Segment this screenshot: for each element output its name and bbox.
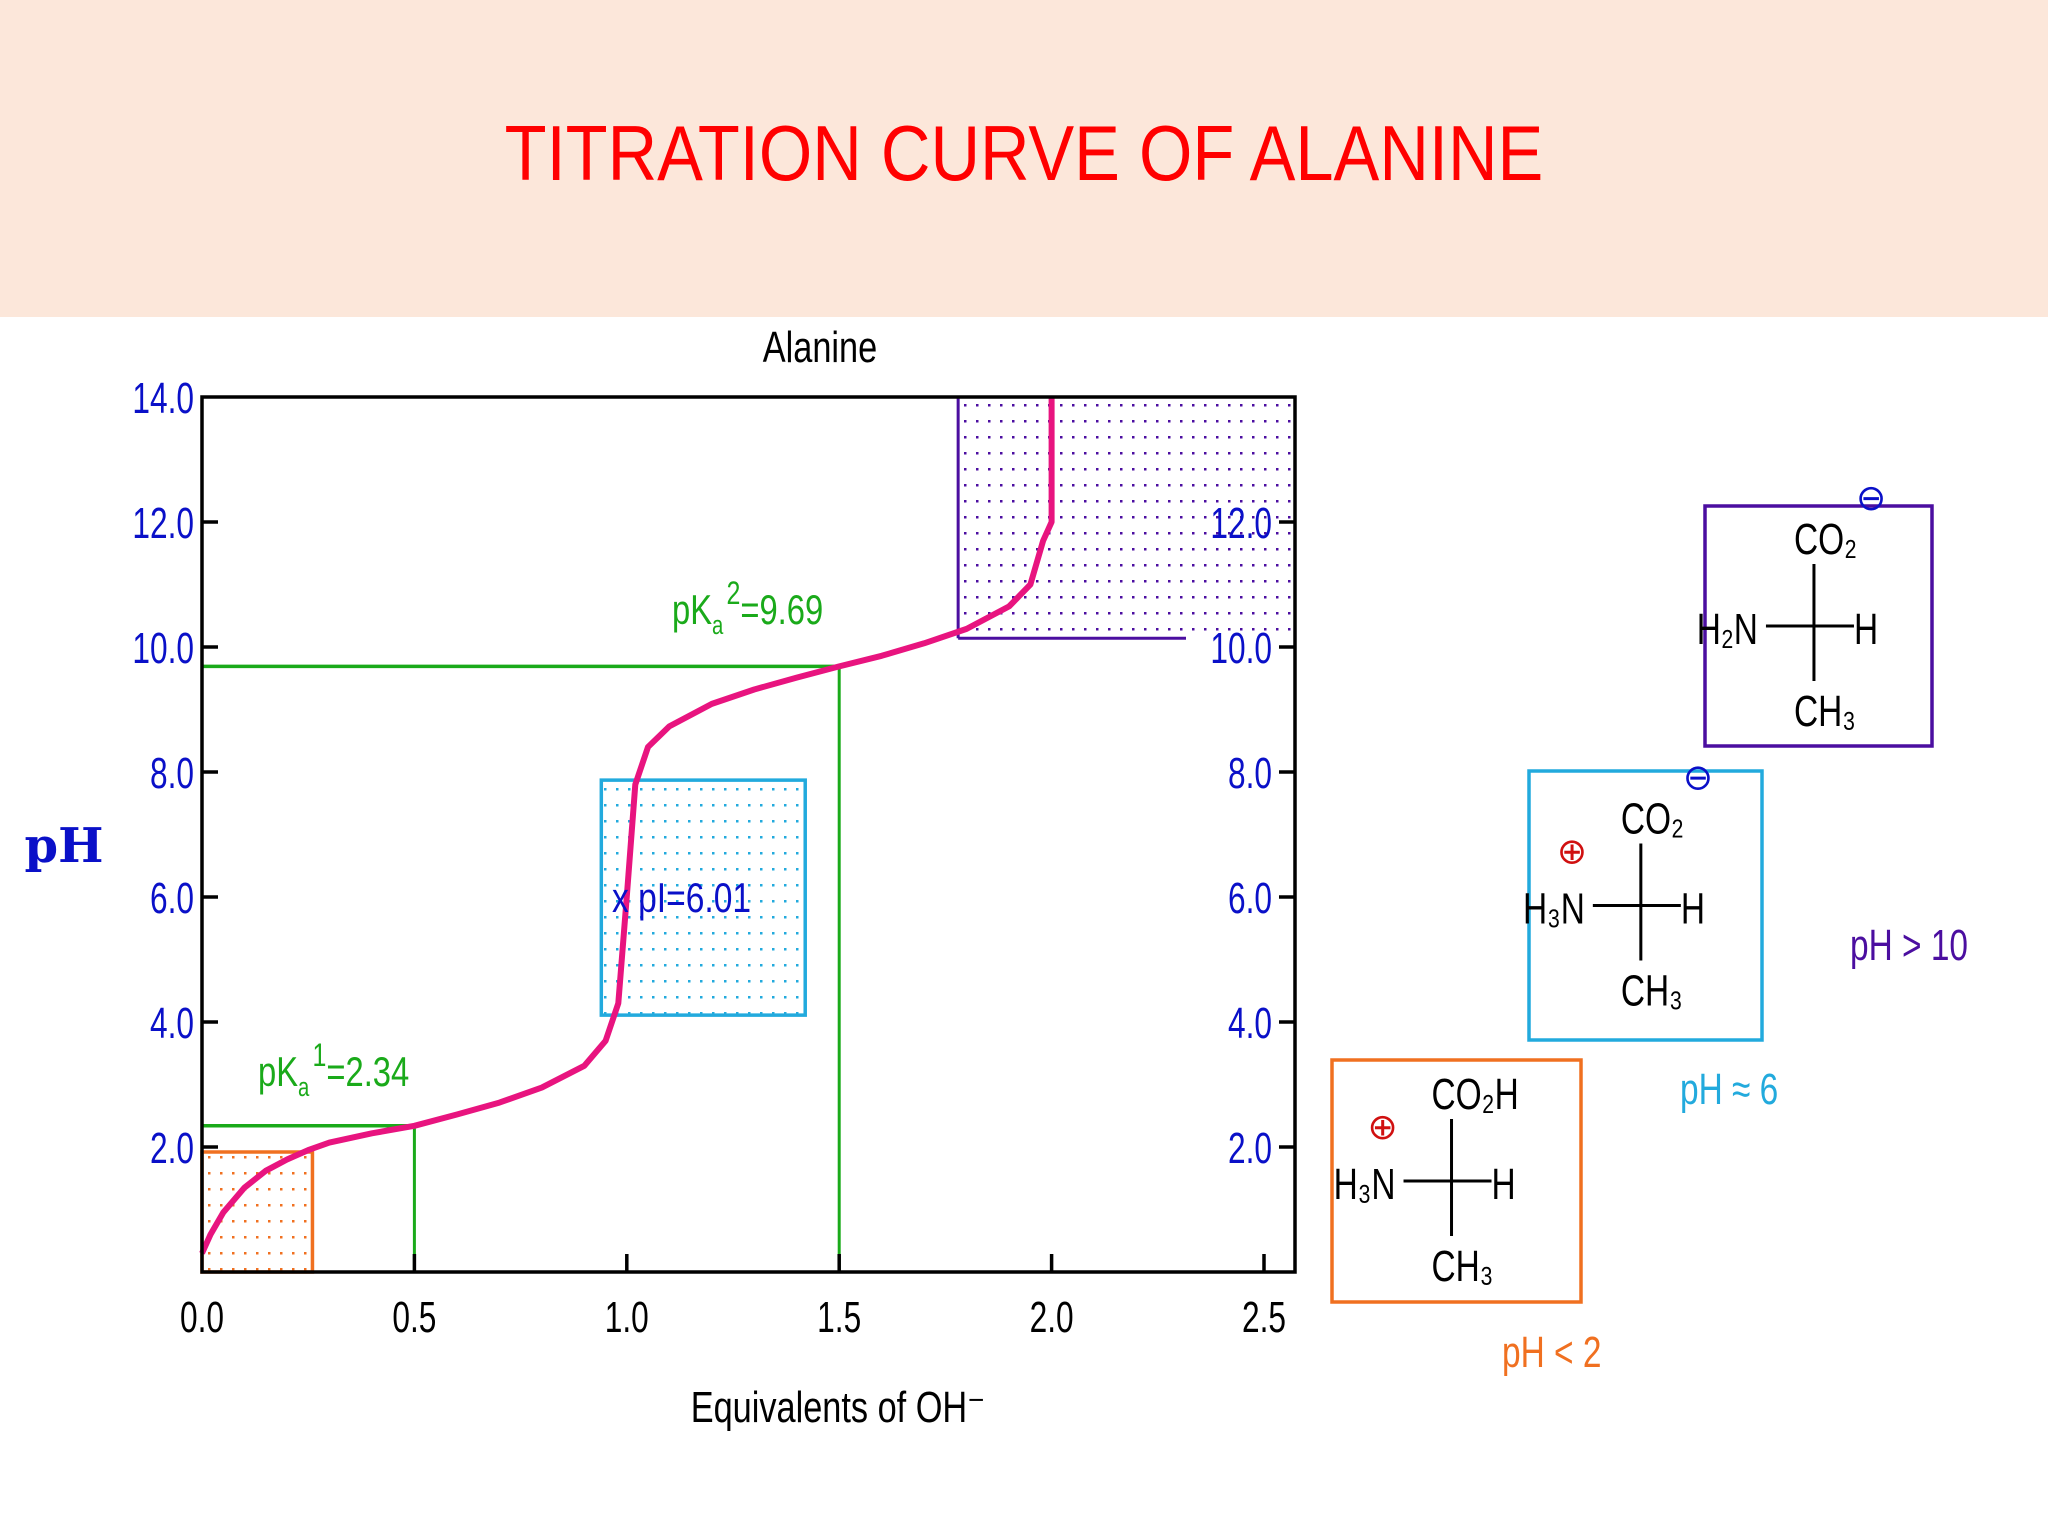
structure-box xyxy=(1703,504,1934,748)
y-tick-label-left: 6.0 xyxy=(150,874,194,923)
pka2-label: pKa2=9.69 xyxy=(672,576,823,639)
svg-text:CO₂H: CO₂H xyxy=(1432,1071,1519,1119)
y-axis-label: pH xyxy=(25,818,104,874)
structure-ph-condition: pH > 10 xyxy=(1850,922,1968,970)
structure-box xyxy=(1527,769,1764,1042)
structure-mid: H₃N H CO₂ CH₃ ⊖ ⊕ pH ≈ 6 xyxy=(1523,758,1778,1115)
y-tick-label-right: 10.0 xyxy=(1210,624,1272,673)
svg-text:CH₃: CH₃ xyxy=(1794,688,1856,736)
pka-reference-lines xyxy=(202,664,841,1272)
structure-low: H₃N H CO₂H CH₃ ⊕ pH < 2 xyxy=(1330,1058,1601,1377)
x-tick-label: 0.5 xyxy=(392,1293,436,1342)
slide-header xyxy=(0,0,2048,317)
y-tick-label-right: 12.0 xyxy=(1210,499,1272,548)
negative-charge-icon: ⊖ xyxy=(1683,758,1713,799)
plot-frame xyxy=(200,395,1297,1274)
svg-text:CH₃: CH₃ xyxy=(1432,1243,1494,1291)
y-tick-label-left: 10.0 xyxy=(132,624,194,673)
svg-text:H: H xyxy=(1681,885,1705,933)
svg-text:H₃N: H₃N xyxy=(1334,1161,1396,1209)
shaded-regions xyxy=(200,397,1295,1274)
axis-ticks: 0.0 0.5 1.0 1.5 2.0 2.5 14.0 12.0 10.0 8.0 6.0 4.0 2… xyxy=(132,374,1295,1342)
chart-title: Alanine xyxy=(763,323,877,372)
svg-text:CO₂: CO₂ xyxy=(1794,516,1857,564)
x-axis-label: Equivalents of OH⁻ xyxy=(691,1383,986,1432)
structure-ph-condition: pH ≈ 6 xyxy=(1680,1066,1778,1114)
y-tick-label-left: 12.0 xyxy=(132,499,194,548)
svg-text:H: H xyxy=(1492,1161,1516,1209)
svg-text:H₃N: H₃N xyxy=(1523,885,1585,933)
pka1-label: pKa1=2.34 xyxy=(258,1038,409,1101)
x-tick-label: 0.0 xyxy=(180,1293,224,1342)
x-tick-label: 2.0 xyxy=(1030,1293,1074,1342)
y-tick-label-left: 4.0 xyxy=(150,999,194,1048)
positive-charge-icon: ⊕ xyxy=(1557,832,1587,873)
y-tick-label-right: 2.0 xyxy=(1228,1124,1272,1173)
y-tick-label-right: 4.0 xyxy=(1228,999,1272,1048)
svg-text:CH₃: CH₃ xyxy=(1621,967,1683,1015)
positive-charge-icon: ⊕ xyxy=(1368,1107,1398,1148)
x-tick-label: 2.5 xyxy=(1242,1293,1286,1342)
y-tick-label-right: 6.0 xyxy=(1228,874,1272,923)
x-tick-label: 1.5 xyxy=(817,1293,861,1342)
slide-title: TITRATION CURVE OF ALANINE xyxy=(504,109,1544,197)
structure-ph-condition: pH < 2 xyxy=(1502,1329,1601,1377)
pi-label: x pI=6.01 xyxy=(612,876,751,922)
y-tick-label-left: 2.0 xyxy=(150,1124,194,1173)
y-tick-label-left: 8.0 xyxy=(150,749,194,798)
svg-text:H₂N: H₂N xyxy=(1697,606,1758,654)
negative-charge-icon: ⊖ xyxy=(1856,478,1886,519)
svg-text:H: H xyxy=(1854,606,1878,654)
region-low-pH xyxy=(202,1152,313,1272)
structure-box xyxy=(1330,1058,1583,1304)
structure-high: H₂N H CO₂ CH₃ ⊖ pH > 10 xyxy=(1697,478,1968,970)
y-tick-label-left: 14.0 xyxy=(132,374,194,423)
chart-annotations: pKa1=2.34 pKa2=9.69 x pI=6.01 xyxy=(258,576,823,1101)
x-tick-label: 1.0 xyxy=(605,1293,649,1342)
titration-curve xyxy=(199,397,1055,1255)
y-tick-label-right: 8.0 xyxy=(1228,749,1272,798)
svg-text:CO₂: CO₂ xyxy=(1621,795,1684,843)
